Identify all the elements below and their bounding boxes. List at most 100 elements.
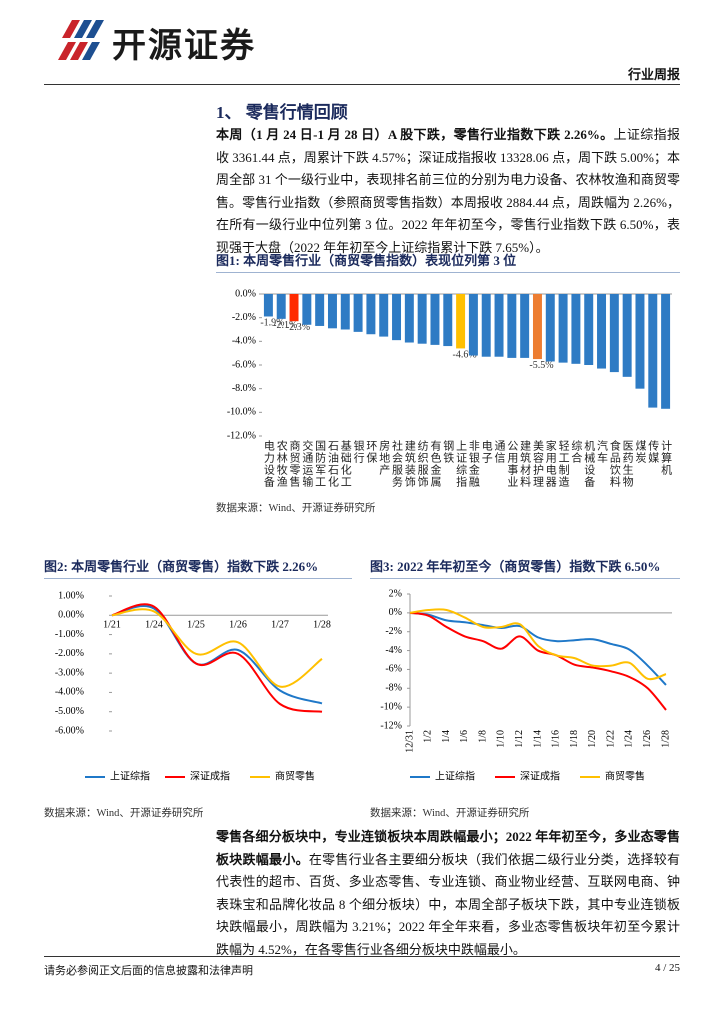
bar: [353, 294, 363, 332]
logo-stroke: [74, 20, 92, 38]
y-tick-label: -6.0%: [232, 359, 256, 370]
x-tick-label: 轻工制造: [557, 439, 570, 488]
bar: [315, 294, 325, 326]
x-tick-label: 1/10: [496, 730, 507, 748]
y-tick-label: -6%: [385, 664, 402, 675]
x-tick-label: 1/6: [459, 730, 470, 743]
logo-stroke: [62, 20, 80, 38]
x-tick-label: 1/26: [229, 619, 247, 630]
x-tick-label: 建筑装饰: [403, 439, 416, 488]
x-tick-label: 1/4: [441, 730, 452, 743]
x-tick-label: 钢铁: [442, 440, 455, 464]
figure-caption: 图3: 2022 年年初至今（商贸零售）指数下跌 6.50%: [370, 556, 680, 579]
x-tick-label: 1/25: [187, 619, 205, 630]
x-tick-label: 1/28: [660, 730, 671, 748]
x-tick-label: 1/27: [271, 619, 289, 630]
x-tick-label: 房地产: [378, 440, 391, 476]
header-rule: [44, 84, 680, 85]
x-tick-label: 电子: [480, 440, 493, 464]
x-tick-label: 美容护理: [531, 440, 544, 488]
x-tick-label: 1/20: [587, 730, 598, 748]
bar: [622, 294, 632, 377]
y-tick-label: 0.00%: [58, 610, 84, 621]
series-line: [409, 608, 667, 681]
y-tick-label: -8%: [385, 683, 402, 694]
footer-rule: [44, 956, 680, 957]
figure-caption: 图2: 本周零售行业（商贸零售）指数下跌 2.26%: [44, 556, 352, 579]
line-chart: 1.00% 0.00% -1.00% -2.00% -3.00% -4.00% -5.00%…: [55, 590, 331, 782]
x-tick-label: 公用事业: [506, 440, 519, 488]
bar: [558, 294, 568, 363]
x-tick-label: 汽车: [596, 439, 609, 464]
x-tick-label: 石油石化: [326, 440, 339, 488]
figure-caption: 图1: 本周零售行业（商贸零售指数）表现位列第 3 位: [216, 250, 680, 273]
data-label: -2.3%: [286, 322, 310, 333]
x-tick-label: 1/8: [477, 730, 488, 743]
x-tick-label: 有色金属: [429, 439, 442, 488]
x-tick-label: 1/21: [103, 619, 121, 630]
x-tick-label: 1/24: [624, 730, 635, 748]
bar: [340, 294, 350, 330]
y-tick-label: -3.00%: [55, 667, 84, 678]
section-title: 1、 零售行情回顾: [216, 103, 348, 122]
series-line: [409, 611, 667, 711]
bar: [571, 294, 581, 364]
bar: [584, 294, 594, 365]
data-label: -4.6%: [453, 349, 477, 360]
x-tick-label: 食品饮料: [608, 439, 621, 488]
x-tick-label: 医药生物: [621, 440, 634, 488]
paragraph: 零售各细分板块中，专业连锁板块本周跌幅最小；2022 年年初至今，多业态零售板块…: [216, 826, 680, 962]
disclaimer: 请务必参阅正文后面的信息披露和法律声明: [44, 965, 253, 977]
x-tick-label: 煤炭: [634, 440, 647, 464]
report-type: 行业周报: [627, 67, 680, 82]
y-tick-label: -10.0%: [227, 407, 256, 418]
y-tick-label: -12.0%: [227, 430, 256, 441]
y-tick-label: -4.00%: [55, 687, 84, 698]
y-tick-label: -6.00%: [55, 725, 84, 736]
bar: [545, 294, 555, 362]
y-tick-label: 0%: [389, 607, 402, 618]
data-label: -5.5%: [529, 360, 553, 371]
legend-label: 深证成指: [190, 769, 230, 782]
bar: [379, 294, 389, 337]
logo-stroke: [82, 42, 100, 60]
bar: [481, 294, 491, 357]
bar: [648, 294, 658, 408]
data-label: -1.9%: [260, 317, 284, 328]
y-tick-label: -2%: [385, 626, 402, 637]
data-label: -2.1%: [273, 320, 297, 331]
x-tick-label: 1/12: [514, 730, 525, 748]
logo-stroke: [58, 42, 76, 60]
bar: [494, 294, 504, 357]
bar: [289, 294, 299, 322]
x-tick-label: 1/26: [642, 730, 653, 748]
bar: [404, 294, 414, 343]
y-tick-label: 0.0%: [235, 288, 256, 299]
x-tick-label: 农林牧渔: [275, 439, 288, 488]
x-tick-label: 环保: [365, 440, 378, 464]
x-tick-label: 通信: [493, 440, 506, 464]
bar: [430, 294, 440, 345]
brand: 开源证券: [112, 26, 256, 66]
paragraph-lead: 本周（1 月 24 日-1 月 28 日）A 股下跌，零售行业指数下跌 2.26…: [216, 127, 614, 142]
bar: [661, 294, 671, 409]
x-tick-label: 上证综指: [455, 440, 468, 488]
paragraph: 本周（1 月 24 日-1 月 28 日）A 股下跌，零售行业指数下跌 2.26…: [216, 124, 680, 260]
y-tick-label: -4.0%: [232, 336, 256, 347]
legend-label: 深证成指: [520, 769, 560, 782]
bar: [635, 294, 645, 389]
paragraph-body: 在零售行业各主要细分板块（我们依据二级行业分类，选择较有代表性的超市、百货、多业…: [216, 851, 680, 957]
bar: [456, 294, 466, 349]
bar: [597, 294, 607, 369]
series-line: [111, 603, 323, 713]
x-tick-label: 纺织服饰: [416, 439, 429, 488]
y-tick-label: -4%: [385, 645, 402, 656]
x-tick-label: 1/14: [532, 730, 543, 748]
bar: [520, 294, 530, 358]
x-tick-label: 交通运输: [301, 439, 314, 488]
x-tick-label: 非银金融: [467, 440, 480, 488]
bar: [366, 294, 376, 335]
bar: [532, 294, 542, 360]
bar: [468, 294, 478, 356]
figure-source: 数据来源：Wind、开源证券研究所: [44, 808, 204, 819]
